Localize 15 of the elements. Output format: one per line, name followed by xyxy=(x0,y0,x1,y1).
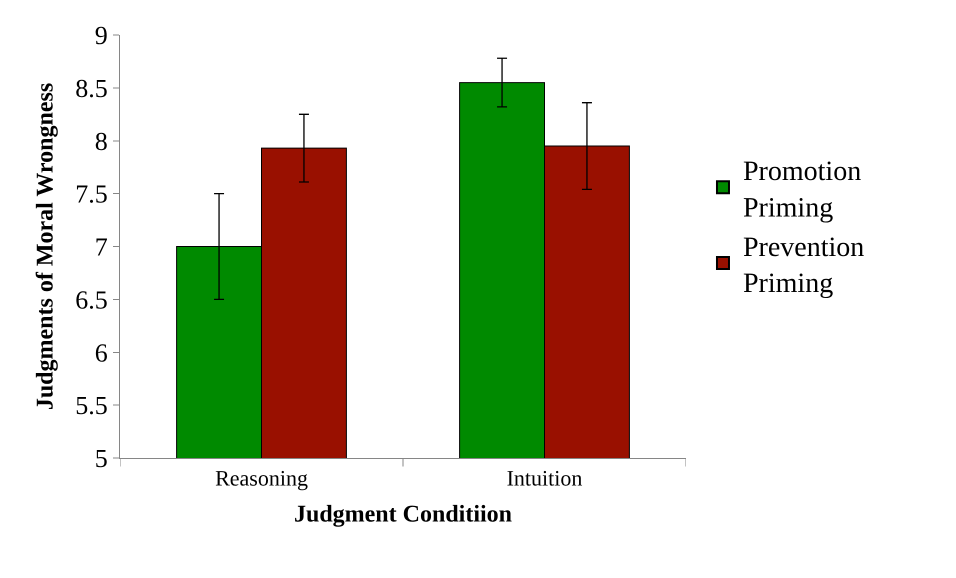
y-tick-label: 7.5 xyxy=(75,180,108,209)
y-tick-label: 6.5 xyxy=(75,285,108,314)
x-axis-title: Judgment Conditiion xyxy=(294,502,512,528)
y-tick-label: 5.5 xyxy=(75,391,108,420)
x-tick-label: Intuition xyxy=(506,465,582,490)
x-tick-label: Reasoning xyxy=(215,465,308,490)
y-tick-label: 8.5 xyxy=(75,74,108,103)
y-tick-label: 9 xyxy=(94,21,108,50)
y-tick-label: 8 xyxy=(94,126,108,156)
legend-label: Promotion Priming xyxy=(742,156,862,224)
y-tick-label: 7 xyxy=(94,232,108,262)
legend-label: Prevention Priming xyxy=(742,232,864,300)
y-tick-label: 6 xyxy=(94,338,108,368)
y-axis-title: Judgments of Moral Wrongness xyxy=(32,82,58,410)
y-tick-label: 5 xyxy=(94,444,108,474)
